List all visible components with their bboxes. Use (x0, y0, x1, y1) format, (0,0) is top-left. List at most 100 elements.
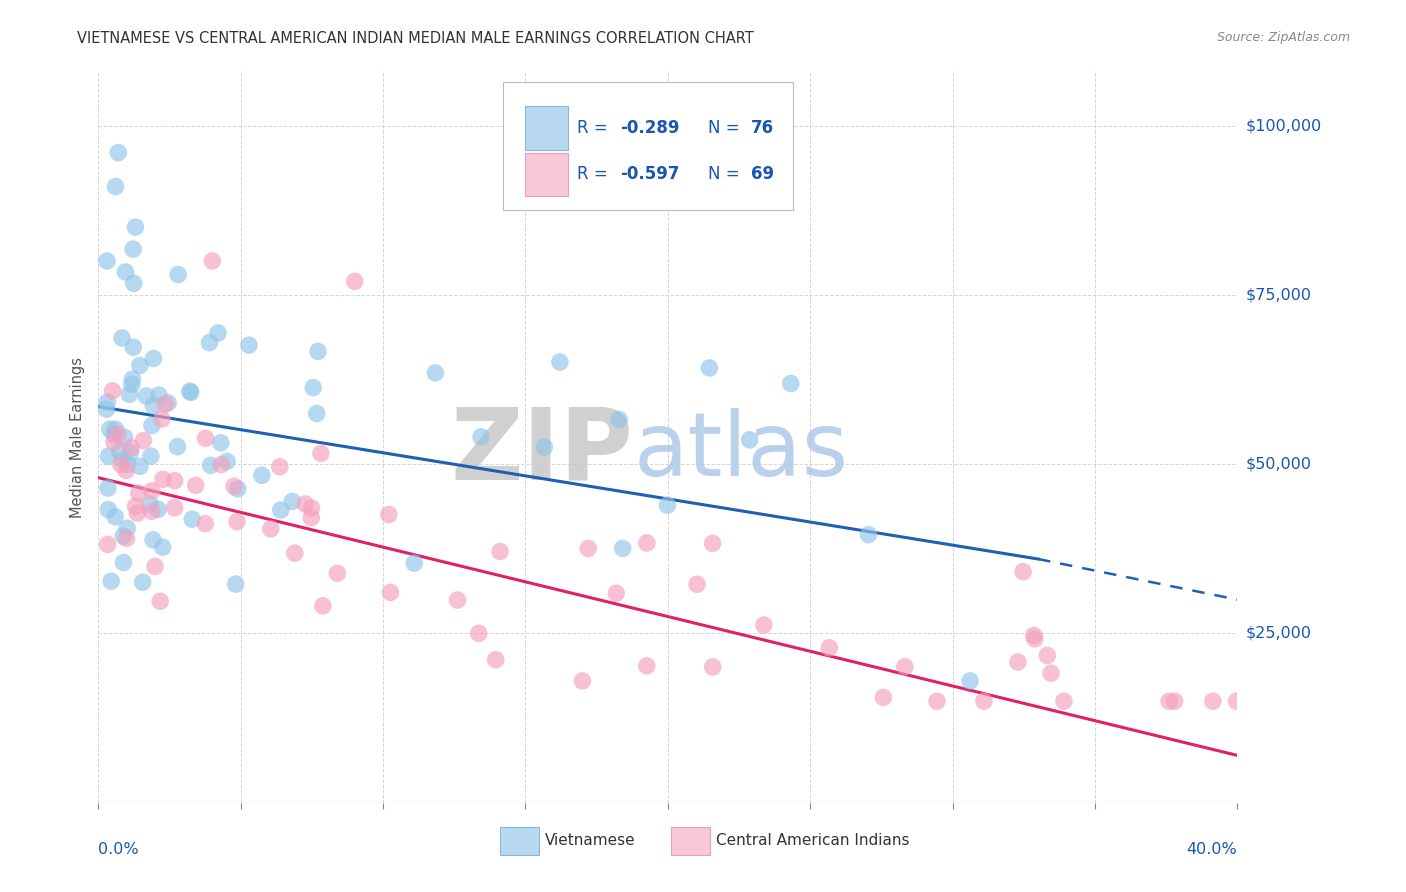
Point (179, 384, 201, 399)
Point (1053, 694, 1076, 708)
Point (605, 586, 627, 600)
Point (194, 516, 217, 531)
Point (198, 335, 221, 350)
Text: VIETNAMESE VS CENTRAL AMERICAN INDIAN MEDIAN MALE EARNINGS CORRELATION CHART: VIETNAMESE VS CENTRAL AMERICAN INDIAN ME… (77, 31, 754, 46)
FancyBboxPatch shape (526, 153, 568, 195)
Point (571, 673, 593, 688)
Point (752, 618, 775, 632)
Point (738, 433, 761, 447)
Text: 76: 76 (751, 119, 775, 136)
Text: ZIP: ZIP (451, 403, 634, 500)
Point (184, 478, 207, 492)
Point (305, 407, 328, 421)
Point (1202, 694, 1225, 708)
FancyBboxPatch shape (526, 106, 568, 150)
Point (576, 541, 599, 556)
Point (779, 376, 801, 391)
Point (1040, 666, 1063, 681)
Point (97, 481, 120, 495)
Point (150, 412, 173, 426)
Point (103, 435, 125, 450)
Point (96, 254, 118, 268)
Point (294, 497, 316, 511)
Text: -0.289: -0.289 (620, 119, 679, 136)
Point (1007, 655, 1029, 669)
Text: $100,000: $100,000 (1246, 118, 1322, 133)
Point (122, 277, 145, 291)
Text: $50,000: $50,000 (1246, 457, 1312, 472)
Point (470, 430, 492, 444)
Point (124, 220, 146, 235)
Point (636, 536, 658, 550)
Point (1024, 632, 1046, 646)
Point (98, 422, 121, 436)
Point (104, 509, 127, 524)
Text: N =: N = (707, 119, 745, 136)
Point (209, 435, 232, 450)
Point (1012, 565, 1035, 579)
Point (1159, 694, 1181, 708)
Point (636, 658, 658, 673)
Text: Central American Indians: Central American Indians (716, 833, 910, 848)
Point (209, 458, 232, 472)
Point (167, 268, 190, 282)
Point (118, 387, 141, 401)
Point (157, 396, 180, 410)
Point (163, 474, 186, 488)
Text: R =: R = (576, 165, 613, 183)
Point (217, 454, 239, 468)
Point (111, 453, 134, 467)
Point (1022, 628, 1045, 642)
Point (858, 527, 880, 541)
Point (148, 388, 170, 402)
Point (307, 344, 329, 359)
Point (141, 504, 163, 518)
Point (139, 449, 162, 463)
Point (135, 389, 157, 403)
Point (122, 340, 145, 354)
Point (200, 458, 222, 473)
Point (284, 546, 307, 560)
Text: 40.0%: 40.0% (1187, 842, 1237, 856)
Point (207, 326, 229, 340)
Point (103, 427, 125, 442)
Point (533, 440, 555, 454)
Point (201, 254, 224, 268)
Point (96, 395, 118, 409)
Point (226, 515, 249, 529)
Text: Source: ZipAtlas.com: Source: ZipAtlas.com (1216, 31, 1350, 45)
Point (129, 459, 152, 474)
Point (100, 574, 122, 589)
Point (380, 585, 402, 599)
Point (97, 502, 120, 516)
Point (612, 541, 634, 556)
Point (166, 440, 188, 454)
Point (128, 486, 150, 500)
Point (894, 659, 917, 673)
Text: atlas: atlas (634, 409, 849, 495)
Point (112, 556, 135, 570)
Point (657, 498, 679, 512)
Point (702, 536, 724, 550)
Point (142, 399, 165, 413)
Point (121, 377, 143, 392)
Point (872, 690, 894, 705)
Point (101, 384, 124, 398)
Point (225, 577, 247, 591)
Point (702, 660, 724, 674)
Point (111, 331, 134, 345)
Point (122, 242, 145, 256)
Text: R =: R = (576, 119, 613, 136)
Point (699, 360, 721, 375)
Point (686, 577, 709, 591)
Point (326, 566, 349, 581)
Point (1225, 694, 1247, 708)
Point (312, 599, 335, 613)
Point (120, 441, 142, 455)
Point (425, 366, 447, 380)
Point (302, 381, 325, 395)
Point (131, 575, 153, 590)
Text: 0.0%: 0.0% (98, 842, 139, 856)
Point (270, 503, 292, 517)
Point (250, 468, 273, 483)
